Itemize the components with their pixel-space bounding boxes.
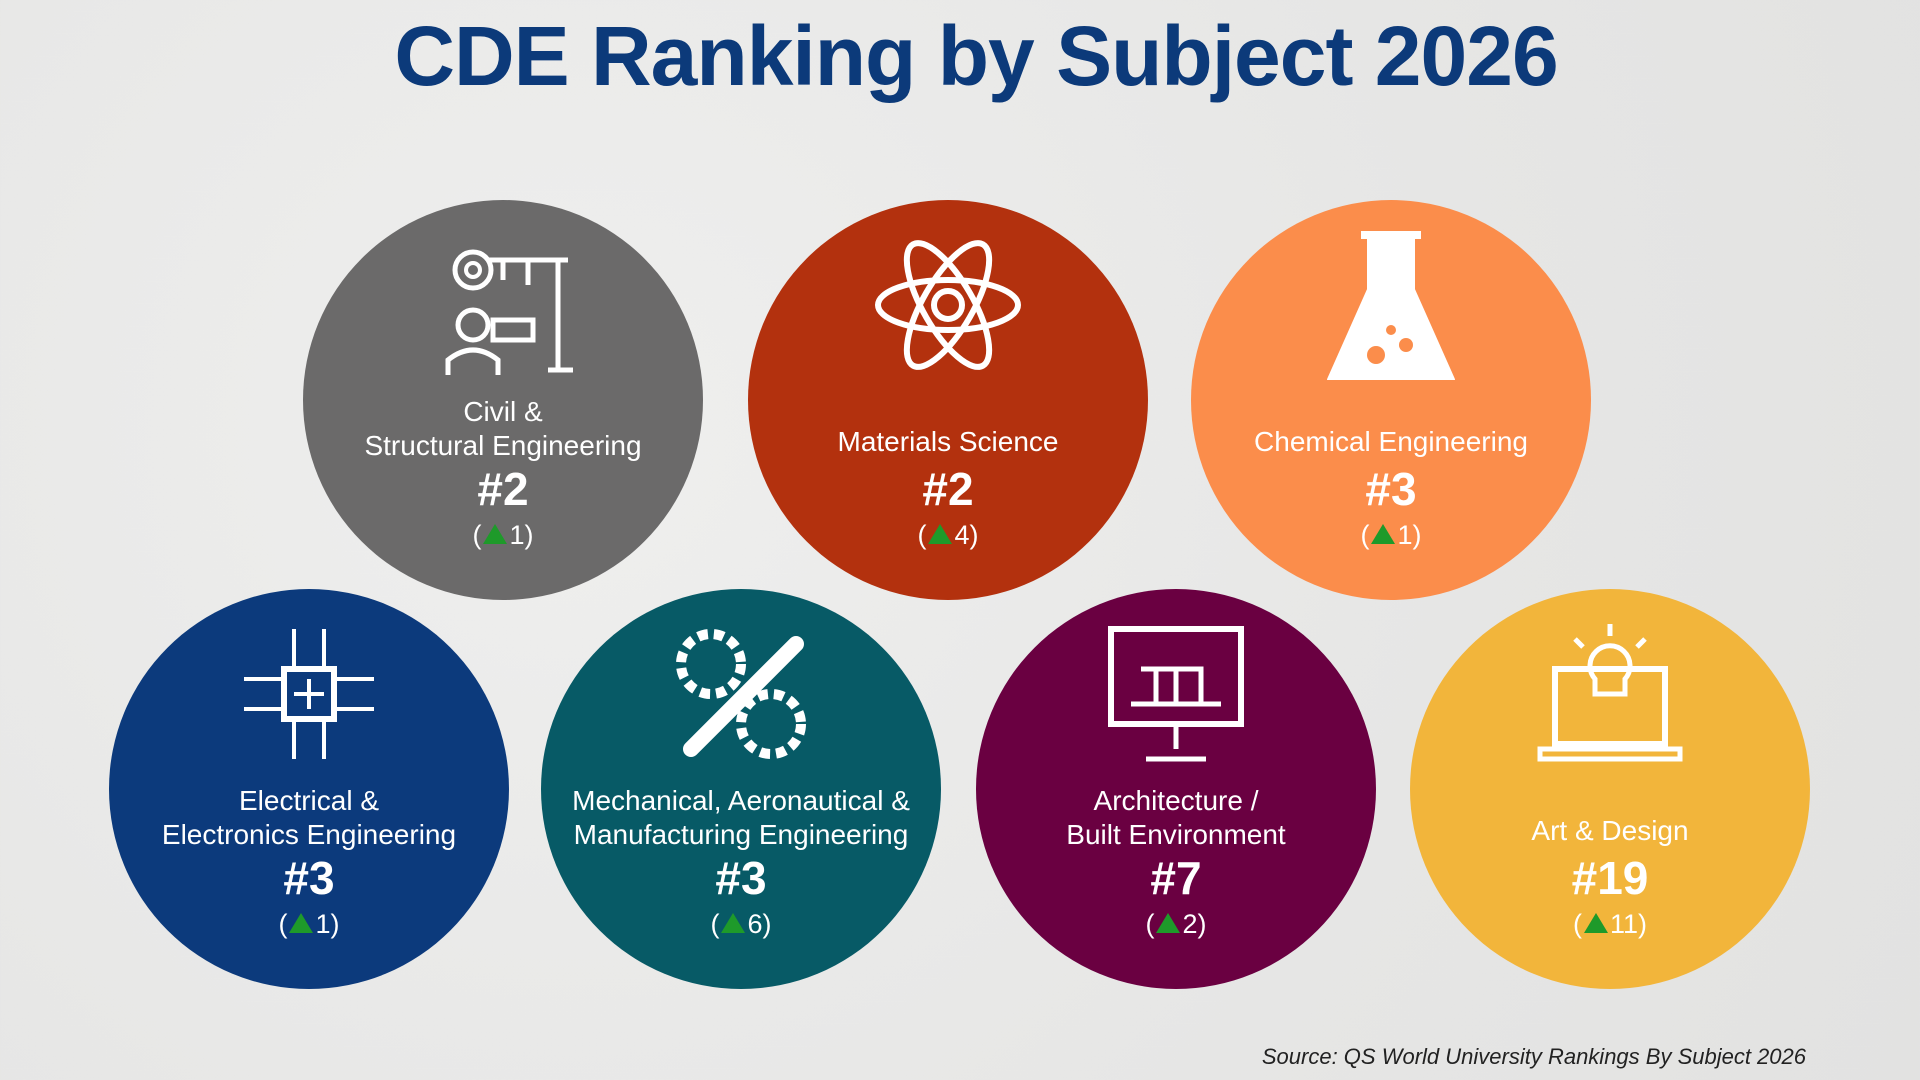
up-triangle-icon: [483, 524, 508, 544]
rank-change: (1): [278, 909, 340, 939]
rank-change-value: 1: [1397, 520, 1413, 550]
subject-label-line2: Electronics Engineering: [161, 819, 457, 850]
rank-value: #2: [477, 463, 529, 515]
up-triangle-icon: [928, 524, 953, 544]
subject-label: Art & Design: [1410, 814, 1810, 848]
page-title: CDE Ranking by Subject 2026: [394, 9, 1558, 103]
rank-value: #7: [1150, 852, 1202, 904]
subject-label-line2: Materials Science: [837, 426, 1059, 457]
rank-change-value: 4: [954, 520, 970, 550]
rank-change: (1): [472, 520, 534, 550]
circuit-chip-icon: [244, 629, 374, 759]
subject-label-line1: Mechanical, Aeronautical &: [572, 785, 910, 816]
subject-circle: Chemical Engineering #3 (1): [1191, 200, 1591, 600]
rank-change: (1): [1360, 520, 1422, 550]
rank-change-value: 1: [315, 909, 331, 939]
subject-label-line1: Civil &: [463, 396, 543, 427]
rank-value: #3: [1365, 463, 1417, 515]
up-triangle-icon: [1156, 913, 1181, 933]
rank-value: #19: [1571, 852, 1649, 904]
architecture-monitor-icon: [1108, 626, 1244, 762]
up-triangle-icon: [1371, 524, 1396, 544]
subject-label: Electrical & Electronics Engineering: [109, 784, 509, 852]
up-triangle-icon: [289, 913, 314, 933]
rank-change-value: 2: [1182, 909, 1198, 939]
up-triangle-icon: [1583, 913, 1608, 933]
subject-circle: Art & Design #19 (11): [1410, 589, 1810, 989]
rank-change: (2): [1145, 909, 1207, 939]
subject-label-line2: Structural Engineering: [364, 430, 642, 461]
subject-label-line1: Architecture /: [1093, 785, 1259, 816]
source-note: Source: QS World University Rankings By …: [1261, 1044, 1806, 1069]
rank-value: #2: [922, 463, 974, 515]
subject-label-line2: Art & Design: [1531, 815, 1689, 846]
rank-change-value: 6: [747, 909, 763, 939]
rank-change-value: 1: [509, 520, 525, 550]
subject-circle: Mechanical, Aeronautical & Manufacturing …: [541, 589, 941, 989]
rank-change: (4): [917, 520, 979, 550]
flask-icon: [1327, 231, 1455, 380]
subject-circle: Architecture / Built Environment #7 (2): [976, 589, 1376, 989]
subject-label-line2: Manufacturing Engineering: [573, 819, 909, 850]
gear-wrench-icon: [676, 629, 806, 759]
rank-value: #3: [283, 852, 335, 904]
rank-change: (6): [710, 909, 772, 939]
subject-label: Architecture / Built Environment: [976, 784, 1376, 852]
construction-engineer-icon: [445, 249, 573, 375]
subject-label: Chemical Engineering: [1191, 425, 1591, 459]
rank-value: #3: [715, 852, 767, 904]
subject-circle: Civil & Structural Engineering #2 (1): [303, 200, 703, 600]
subject-label-line2: Built Environment: [1066, 819, 1286, 850]
subject-circle: Electrical & Electronics Engineering #3 (…: [109, 589, 509, 989]
rank-change-value: 11: [1609, 909, 1639, 939]
subject-label-line2: Chemical Engineering: [1254, 426, 1528, 457]
subject-label: Mechanical, Aeronautical & Manufacturing …: [541, 784, 941, 852]
subject-circle: Materials Science #2 (4): [748, 200, 1148, 600]
rank-change: (11): [1572, 909, 1648, 939]
lightbulb-laptop-icon: [1537, 624, 1683, 762]
subject-label-line1: Electrical &: [238, 785, 380, 816]
subject-label: Materials Science: [748, 425, 1148, 459]
subject-label: Civil & Structural Engineering: [303, 395, 703, 463]
up-triangle-icon: [721, 913, 746, 933]
atom-icon: [875, 240, 1021, 370]
